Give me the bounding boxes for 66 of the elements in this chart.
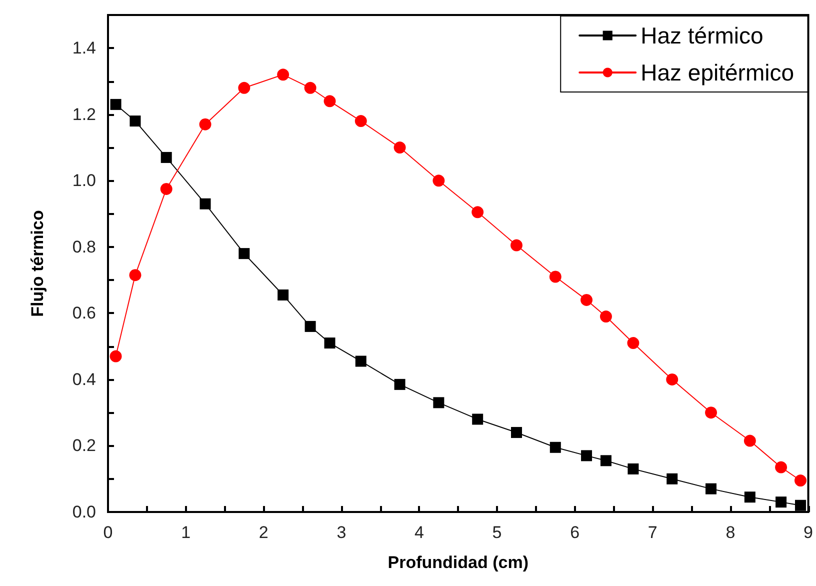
y-tick-label: 1.0 [72,171,96,190]
point [238,82,250,94]
x-tick-label: 6 [570,523,580,542]
point [549,270,562,283]
x-tick-label: 7 [648,523,658,542]
point [160,152,172,163]
point [744,492,756,503]
y-tick-label: 0.4 [72,370,96,389]
point [794,500,806,511]
point [278,289,289,300]
point [355,356,366,367]
point [705,406,718,419]
point [666,473,678,484]
point [580,294,593,306]
point [550,442,561,453]
point [394,142,406,154]
point [199,118,212,130]
point [600,310,612,323]
y-tick-label: 1.4 [72,38,96,58]
point [581,450,592,462]
x-axis-title: Profundidad (cm) [388,553,528,572]
x-tick-label: 8 [726,523,736,542]
x-tick-label: 9 [804,523,814,542]
point [110,350,122,362]
legend-label: Haz térmico [640,22,764,48]
y-axis-title: Flujo térmico [28,210,47,317]
legend-label: Haz epitérmico [640,60,794,86]
point [433,397,444,408]
y-tick-label: 0.8 [72,237,96,256]
x-tick-label: 0 [103,523,113,542]
point [744,434,756,447]
x-tick-label: 1 [181,523,191,542]
point [304,82,316,94]
point [628,463,639,474]
point [600,455,612,466]
point [238,248,250,260]
x-tick-label: 4 [414,523,424,542]
point [775,461,788,474]
point [129,269,142,282]
point [394,378,406,390]
point [130,116,141,127]
point [472,414,484,425]
point [160,182,172,195]
point [794,474,806,487]
point [776,496,787,508]
x-tick-label: 5 [492,523,502,542]
point [354,115,367,128]
y-tick-label: 0.0 [72,502,96,522]
point [324,95,336,108]
y-tick-label: 0.6 [72,304,96,323]
x-tick-label: 2 [258,523,268,542]
point [110,98,122,110]
point [432,174,445,187]
point [304,320,316,332]
point [706,483,717,494]
point [324,338,336,349]
point [510,239,522,252]
y-tick-label: 1.2 [72,104,96,124]
y-tick-label: 0.2 [72,436,96,456]
point [277,68,290,81]
point [200,198,211,210]
point [472,206,484,218]
point [627,337,640,350]
x-tick-label: 3 [336,523,346,542]
point [666,373,678,386]
point [510,426,522,438]
